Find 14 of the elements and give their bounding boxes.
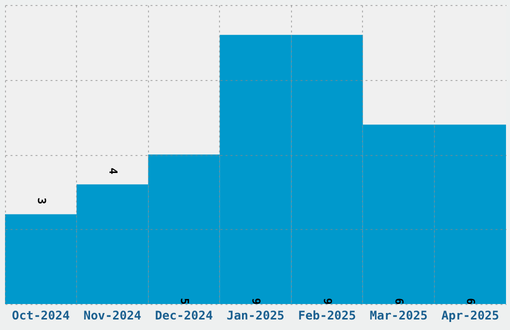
data-label: 4: [106, 168, 120, 175]
x-tick-label: Mar-2025: [370, 308, 428, 322]
data-label: 9: [321, 298, 334, 305]
x-tick-label: Oct-2024: [12, 308, 70, 322]
data-label: 9: [250, 298, 262, 305]
data-label: 5: [178, 298, 191, 305]
data-label: 6: [464, 298, 478, 305]
data-label: 3: [34, 198, 48, 204]
x-tick-label: Jan-2025: [226, 308, 284, 322]
x-tick-label: Apr-2025: [441, 308, 500, 322]
data-label: 6: [392, 298, 406, 305]
x-tick-label: Dec-2024: [155, 308, 213, 322]
x-tick-label: Feb-2025: [298, 308, 356, 322]
x-tick-label: Nov-2024: [83, 308, 142, 322]
